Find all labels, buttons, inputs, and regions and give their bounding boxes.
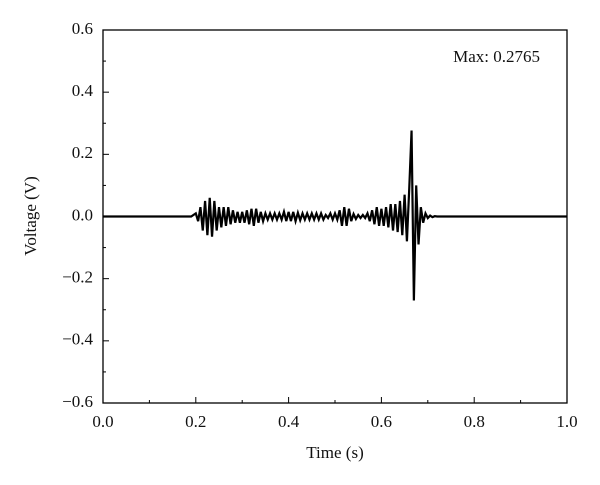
- x-tick-label: 0.8: [464, 412, 485, 431]
- y-axis-label: Voltage (V): [21, 176, 40, 255]
- y-tick-label: 0.6: [72, 19, 93, 38]
- y-tick-label: −0.4: [62, 330, 93, 349]
- y-tick-label: 0.2: [72, 143, 93, 162]
- y-tick-label: −0.6: [62, 392, 93, 411]
- y-tick-label: −0.2: [62, 268, 93, 287]
- x-tick-label: 0.0: [92, 412, 113, 431]
- x-tick-label: 0.4: [278, 412, 300, 431]
- y-tick-label: 0.4: [72, 81, 94, 100]
- y-tick-label: 0.0: [72, 205, 93, 224]
- x-tick-label: 0.2: [185, 412, 206, 431]
- x-axis-label: Time (s): [306, 443, 363, 462]
- x-tick-label: 0.6: [371, 412, 392, 431]
- annotation: Max: 0.2765: [453, 47, 540, 66]
- signal-line: [103, 130, 567, 301]
- x-tick-label: 1.0: [556, 412, 577, 431]
